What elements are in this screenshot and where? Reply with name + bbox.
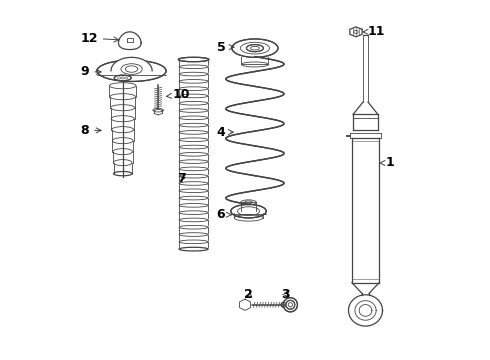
Text: 8: 8 — [80, 124, 101, 137]
Ellipse shape — [246, 45, 264, 52]
Text: 10: 10 — [167, 89, 190, 102]
Text: 2: 2 — [244, 288, 253, 301]
Text: 6: 6 — [217, 208, 231, 221]
Ellipse shape — [231, 204, 266, 218]
Ellipse shape — [286, 300, 295, 309]
Ellipse shape — [283, 298, 297, 312]
Text: 3: 3 — [281, 288, 290, 301]
Ellipse shape — [178, 57, 209, 62]
Text: 4: 4 — [217, 126, 233, 139]
Text: 5: 5 — [217, 41, 234, 54]
Polygon shape — [240, 299, 250, 310]
Ellipse shape — [232, 39, 278, 57]
Ellipse shape — [114, 75, 131, 81]
Ellipse shape — [97, 60, 166, 81]
Text: 11: 11 — [363, 25, 385, 39]
Text: 1: 1 — [380, 157, 395, 170]
Text: 9: 9 — [80, 66, 101, 78]
Ellipse shape — [281, 302, 286, 307]
Polygon shape — [119, 32, 141, 50]
Text: 7: 7 — [177, 172, 186, 185]
Polygon shape — [348, 295, 383, 326]
Polygon shape — [350, 27, 362, 37]
Text: 12: 12 — [80, 32, 119, 45]
